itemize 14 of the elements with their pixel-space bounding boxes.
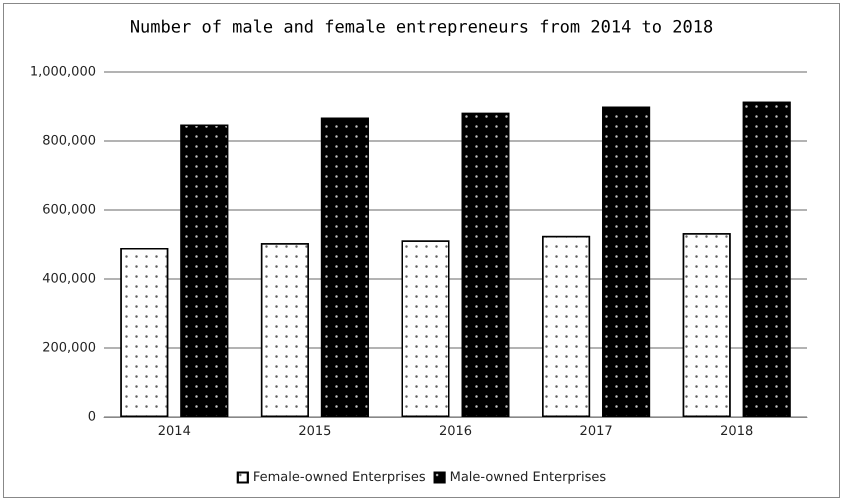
legend-label: Female-owned Enterprises xyxy=(252,470,426,485)
y-tick-label: 200,000 xyxy=(42,340,96,356)
y-tick-label: 1,000,000 xyxy=(30,64,96,80)
y-tick-label: 800,000 xyxy=(42,134,96,148)
x-tick-label: 2018 xyxy=(720,424,754,439)
y-tick-label: 0 xyxy=(88,410,96,424)
y-tick-label: 400,000 xyxy=(42,272,96,286)
x-tick-label: 2017 xyxy=(580,424,613,439)
x-tick-label: 2015 xyxy=(298,424,332,439)
legend-label: Male-owned Enterprises xyxy=(450,470,606,485)
x-tick-label: 2014 xyxy=(158,424,191,439)
x-tick-label: 2016 xyxy=(438,424,472,439)
chart-title: Number of male and female entrepreneurs from 2014 to 2018 xyxy=(130,18,714,38)
y-tick-label: 600,000 xyxy=(42,202,96,218)
